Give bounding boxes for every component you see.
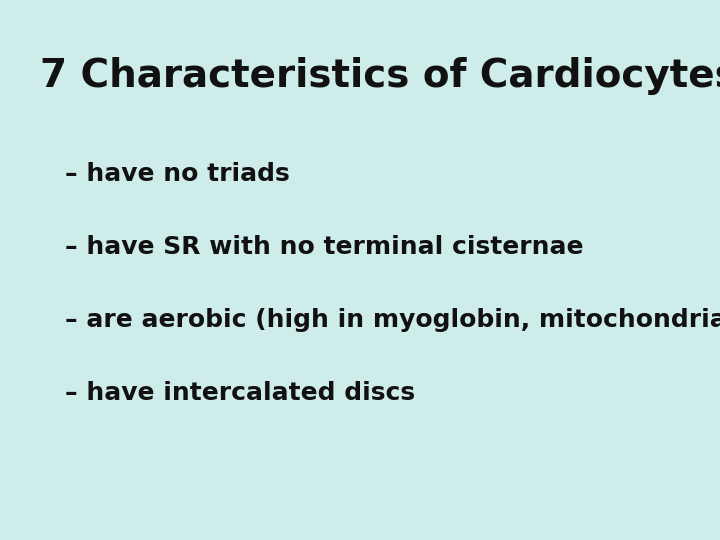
Text: – have intercalated discs: – have intercalated discs [65,381,415,404]
Text: – have no triads: – have no triads [65,162,289,186]
Text: – have SR with no terminal cisternae: – have SR with no terminal cisternae [65,235,583,259]
Text: – are aerobic (high in myoglobin, mitochondria): – are aerobic (high in myoglobin, mitoch… [65,308,720,332]
Text: 7 Characteristics of Cardiocytes: 7 Characteristics of Cardiocytes [40,57,720,94]
